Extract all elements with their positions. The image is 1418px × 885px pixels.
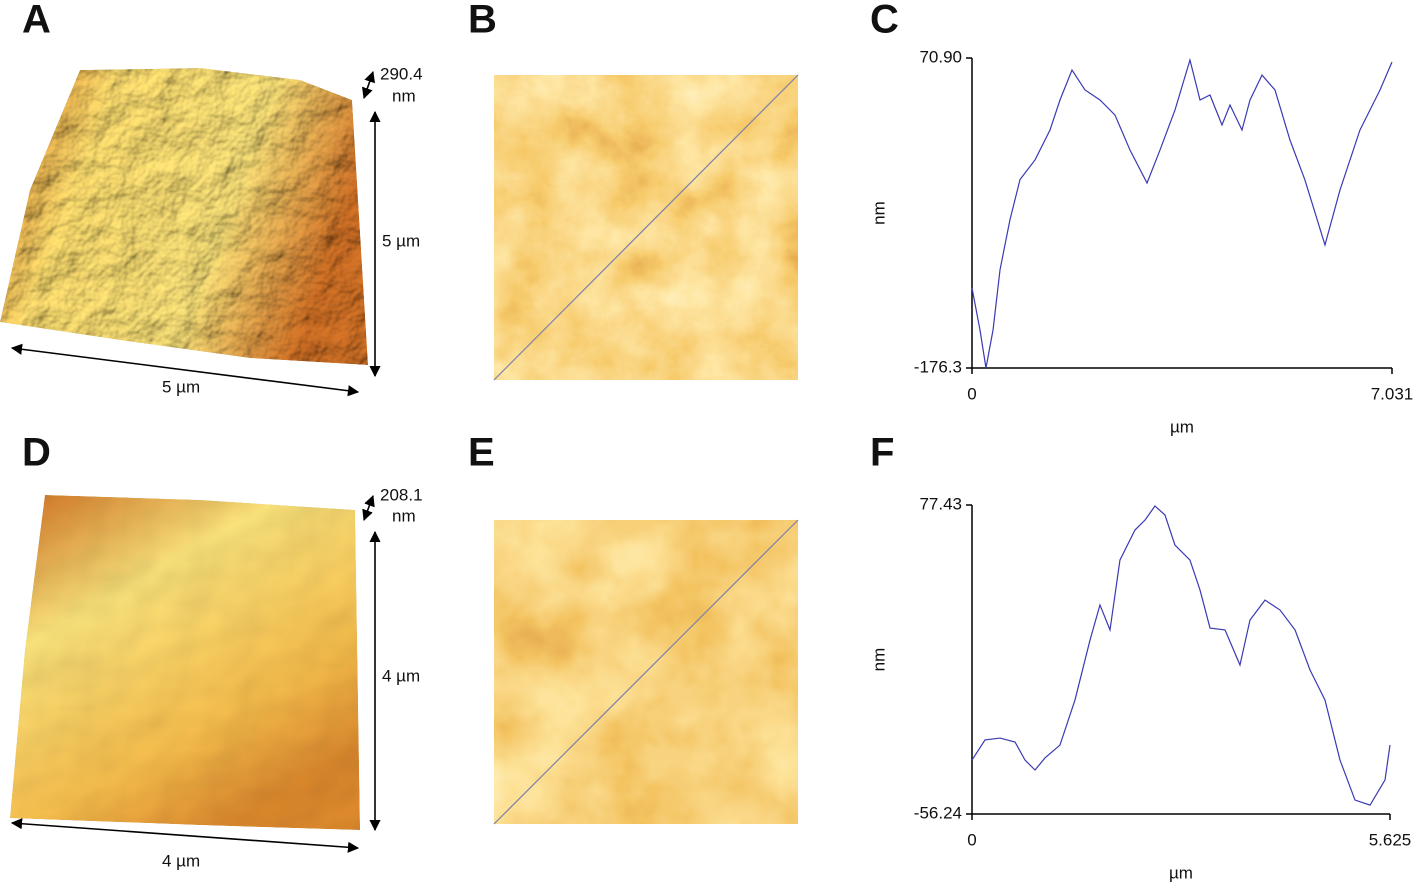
panel-label: B — [468, 0, 497, 42]
y-tick-label: -56.24 — [914, 803, 962, 822]
panel-label: D — [22, 431, 51, 475]
x-axis-label: µm — [1169, 863, 1193, 882]
panel-label: E — [468, 431, 495, 475]
profile-line — [971, 57, 1393, 369]
dimension-arrow — [362, 494, 375, 522]
x-tick-label: 5.625 — [1369, 830, 1412, 849]
size-label: 5 µm — [382, 231, 420, 250]
profile-line — [971, 505, 1391, 806]
y-tick-label: -176.3 — [914, 357, 962, 376]
x-axis-label: µm — [1170, 417, 1194, 436]
height-unit: nm — [392, 506, 416, 525]
size-label: 4 µm — [162, 851, 200, 870]
profile-line — [493, 74, 799, 381]
height-unit: nm — [392, 86, 416, 105]
dimension-arrow — [10, 818, 360, 853]
y-tick-label: 77.43 — [919, 494, 962, 513]
surface-3d — [0, 68, 368, 365]
dimension-arrow — [362, 70, 375, 100]
panel-label: C — [870, 0, 899, 42]
x-tick-label: 0 — [967, 830, 976, 849]
surface-3d — [10, 495, 360, 830]
x-tick-label: 7.031 — [1371, 384, 1414, 403]
size-label: 4 µm — [382, 666, 420, 685]
x-tick-label: 0 — [967, 384, 976, 403]
height-label: 208.1 — [380, 485, 423, 504]
y-tick-label: 70.90 — [919, 47, 962, 66]
y-axis-label: nm — [869, 201, 888, 225]
profile-line — [493, 519, 799, 825]
dimension-arrow — [10, 343, 360, 397]
height-label: 290.4 — [380, 64, 423, 83]
panel-label: F — [870, 431, 894, 475]
y-axis-label: nm — [869, 648, 888, 672]
size-label: 5 µm — [162, 377, 200, 396]
panel-label: A — [22, 0, 51, 42]
